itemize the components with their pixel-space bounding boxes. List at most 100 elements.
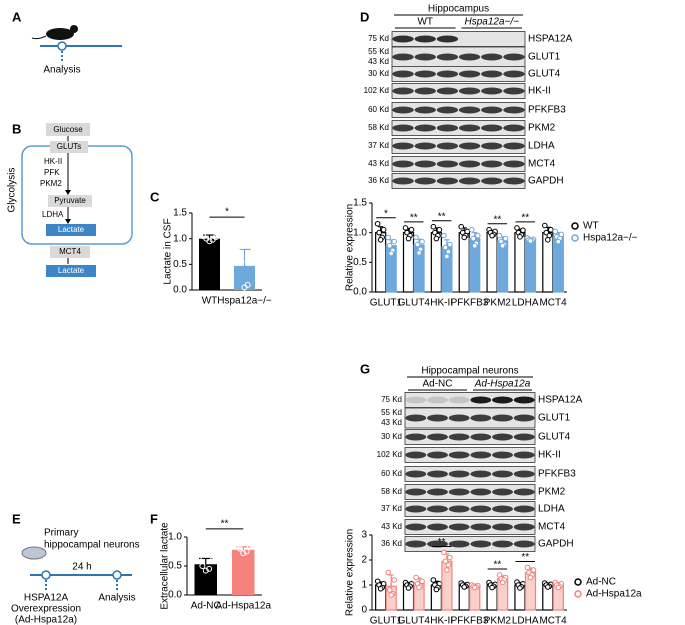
band: [392, 124, 414, 132]
band: [427, 523, 448, 531]
x-tick-label: PFKFB3: [451, 616, 489, 625]
data-point: [555, 238, 562, 245]
band: [414, 87, 436, 95]
x-tick-label: MCT4: [539, 298, 567, 309]
data-point: [243, 548, 250, 555]
band: [492, 540, 513, 548]
y-axis-label: Lactate in CSF: [163, 218, 174, 284]
blot-strip: [391, 102, 526, 118]
start-label: Overexpression: [11, 604, 81, 615]
band: [392, 35, 414, 43]
y-tick-label: 1.5: [173, 208, 187, 219]
band: [448, 396, 470, 404]
data-point: [489, 584, 495, 591]
blot-strip: [404, 519, 536, 535]
band: [436, 87, 459, 95]
data-point: [413, 574, 419, 581]
bar: [402, 232, 415, 293]
data-point: [545, 236, 551, 243]
bar: [199, 238, 220, 290]
data-point: [238, 258, 245, 265]
bar: [430, 232, 442, 293]
band: [458, 160, 481, 168]
band: [513, 505, 535, 513]
data-point: [386, 242, 393, 249]
data-point: [524, 564, 531, 571]
x-tick-label: HK-II: [430, 298, 453, 309]
protein-label: GLUT1: [538, 413, 571, 424]
band: [503, 124, 525, 132]
kd-label: 102 Kd: [364, 86, 389, 95]
x-tick-label: GLUT4: [398, 616, 431, 625]
band: [513, 470, 535, 478]
blot-strip: [391, 66, 526, 82]
band: [414, 70, 436, 78]
band: [392, 177, 414, 185]
data-point: [247, 543, 253, 550]
data-point: [444, 253, 450, 260]
protein-label: HK-II: [528, 86, 551, 97]
band: [503, 70, 525, 78]
protein-label: PFKFB3: [538, 469, 576, 480]
band: [470, 505, 492, 513]
data-point: [499, 579, 506, 586]
data-point: [496, 232, 503, 239]
kd-label: 36 Kd: [381, 539, 402, 548]
node: Lactate: [58, 266, 85, 275]
y-tick-label: 2: [361, 555, 367, 566]
protein-label: LDHA: [538, 504, 565, 515]
legend-marker: [574, 578, 582, 586]
data-point: [447, 241, 453, 248]
band: [470, 488, 492, 496]
blot-strip: [404, 407, 536, 429]
kd-label: 30 Kd: [381, 432, 402, 441]
panel-label: F: [150, 511, 158, 526]
band: [405, 414, 427, 422]
y-tick-label: 1.5: [353, 198, 367, 209]
blot-header: Hippocampus: [428, 4, 489, 15]
x-tick-label: LDHA: [512, 298, 539, 309]
data-point: [445, 562, 452, 568]
kd-label: 60 Kd: [381, 469, 402, 478]
protein-label: GLUT4: [538, 432, 571, 443]
kd-label: 58 Kd: [368, 123, 389, 132]
blot-strip: [404, 392, 536, 408]
mouse-tail: [31, 35, 47, 40]
y-tick-label: 1.0: [353, 227, 367, 238]
band: [427, 488, 448, 496]
blot-strip: [391, 138, 526, 154]
data-point: [461, 584, 468, 590]
band: [513, 451, 535, 459]
group-label: Hspa12a−/−: [465, 17, 520, 28]
y-axis-label: Relative expression: [345, 529, 356, 616]
band: [427, 396, 448, 404]
node: Lactate: [58, 225, 85, 234]
blot-strip: [404, 466, 536, 482]
data-point: [474, 232, 481, 239]
data-point: [461, 234, 468, 241]
legend-label: Hspa12a−/−: [583, 233, 638, 244]
protein-label: HSPA12A: [528, 34, 573, 45]
x-tick-label: PFKFB3: [451, 298, 489, 309]
data-point: [236, 545, 243, 552]
dish-icon: [21, 546, 47, 560]
band: [470, 540, 492, 548]
data-point: [241, 284, 248, 291]
band: [492, 451, 513, 459]
y-tick-label: 0.0: [173, 285, 187, 296]
y-axis-label: Relative expression: [345, 204, 356, 291]
band: [448, 540, 470, 548]
band: [405, 433, 427, 441]
data-point: [545, 584, 551, 590]
start-label: (Ad-Hspa12a): [15, 615, 77, 625]
band: [470, 396, 492, 404]
data-point: [441, 232, 447, 239]
band: [492, 396, 513, 404]
protein-label: LDHA: [528, 141, 555, 152]
band: [436, 106, 459, 114]
band: [503, 87, 525, 95]
legend-label: Ad-Hspa12a: [586, 589, 642, 600]
data-point: [433, 235, 440, 242]
bar: [514, 232, 526, 293]
